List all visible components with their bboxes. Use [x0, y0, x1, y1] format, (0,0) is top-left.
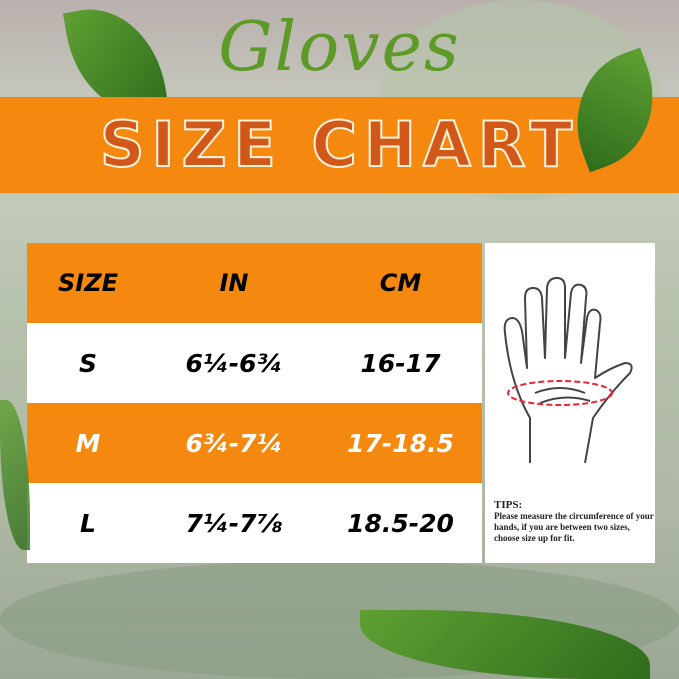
table-header: SIZE IN CM	[27, 243, 482, 323]
size-cell: S	[78, 348, 97, 378]
banner	[0, 97, 679, 193]
in-cell: 6¾-7¼	[185, 428, 283, 458]
in-cell: 6¼-6¾	[185, 348, 283, 378]
banner-title: SIZE CHART	[99, 107, 580, 182]
cm-cell: 17-18.5	[347, 428, 454, 458]
tips: TIPS: Please measure the circumference o…	[494, 500, 654, 544]
table-row: S 6¼-6¾ 16-17	[27, 323, 482, 403]
hand-measurement-icon	[503, 277, 633, 464]
size-table: SIZE IN CM S 6¼-6¾ 16-17 M 6¾-7¼ 17-18.5…	[27, 243, 482, 563]
cm-cell: 18.5-20	[347, 508, 454, 538]
leaf-decoration	[0, 400, 30, 550]
header-cm: CM	[379, 269, 422, 297]
tips-heading: TIPS:	[494, 499, 523, 511]
header-in: IN	[219, 269, 249, 297]
title: Gloves	[218, 8, 461, 87]
table-row: M 6¾-7¼ 17-18.5	[27, 403, 482, 483]
measurement-panel	[485, 243, 655, 563]
size-cell: L	[80, 508, 96, 538]
cm-cell: 16-17	[360, 348, 441, 378]
tips-text: Please measure the circumference of your…	[494, 511, 654, 543]
table-row: L 7¼-7⅞ 18.5-20	[27, 483, 482, 563]
size-cell: M	[75, 428, 101, 458]
header-size: SIZE	[57, 269, 118, 297]
in-cell: 7¼-7⅞	[185, 508, 283, 538]
